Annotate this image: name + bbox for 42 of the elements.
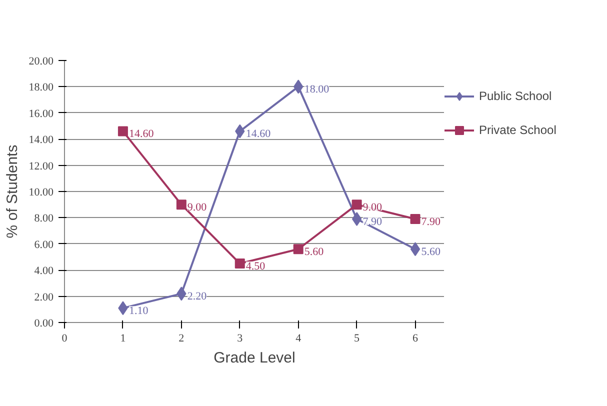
y-tick-label: 18.00 (28, 82, 54, 94)
y-tick-label: 12.00 (28, 160, 54, 172)
y-axis-title: % of Students (4, 144, 21, 238)
y-tick-label: 10.00 (28, 186, 54, 198)
point (352, 212, 362, 226)
y-tick-label: 0.00 (34, 318, 54, 330)
y-tick-label: 16.00 (28, 108, 54, 120)
x-tick-label: 2 (178, 332, 184, 344)
data-label: 18.00 (304, 84, 330, 96)
x-tick-label: 0 (62, 332, 68, 344)
data-label: 5.60 (304, 246, 324, 258)
y-tick-label: 14.00 (28, 134, 54, 146)
x-tick-label: 3 (237, 332, 244, 344)
legend-label: Public School (479, 89, 552, 103)
point (410, 214, 420, 224)
x-tick-label: 5 (354, 332, 360, 344)
data-label: 14.60 (246, 128, 272, 140)
point (118, 126, 128, 136)
y-tick-label: 2.00 (34, 291, 54, 304)
y-tick-label: 8.00 (34, 212, 54, 225)
data-label: 9.00 (362, 202, 383, 214)
point (352, 200, 362, 210)
point (176, 200, 186, 210)
data-label: 14.60 (128, 128, 154, 140)
y-tick-label: 4.00 (34, 265, 54, 278)
point (410, 242, 420, 256)
x-axis-title: Grade Level (214, 350, 296, 366)
data-label: 9.00 (187, 202, 208, 214)
y-tick-label: 6.00 (34, 238, 54, 251)
data-label: 2.20 (187, 290, 208, 303)
x-tick-label: 6 (412, 332, 419, 344)
point (293, 244, 304, 254)
data-label: 5.60 (421, 246, 442, 258)
data-label: 4.50 (246, 260, 266, 273)
data-label: 7.90 (362, 216, 383, 228)
legend-label: Private School (479, 123, 556, 137)
x-tick-label: 4 (296, 332, 302, 344)
x-tick-label: 1 (120, 332, 126, 344)
point (234, 258, 245, 269)
data-label: 7.90 (421, 216, 442, 228)
data-label: 1.10 (128, 305, 149, 318)
y-tick-label: 20.00 (28, 56, 54, 68)
